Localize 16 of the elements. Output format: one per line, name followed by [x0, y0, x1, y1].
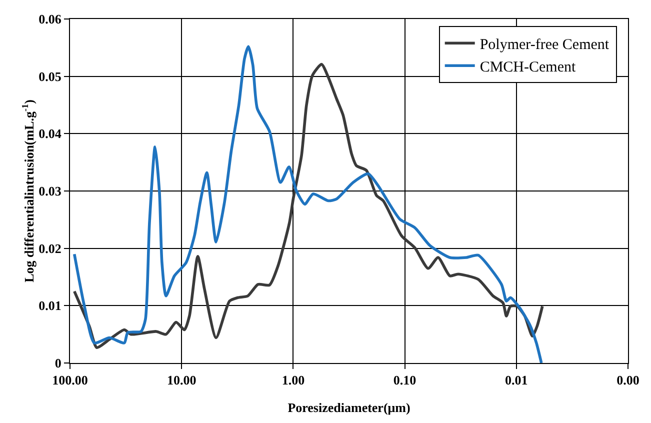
y-tick-label: 0.06 — [38, 12, 62, 27]
legend-label: Polymer-free Cement — [480, 36, 610, 53]
x-tick-label: 100.00 — [52, 372, 88, 388]
y-tick-label: 0.03 — [38, 184, 62, 199]
x-tick-label: 0.00 — [616, 372, 640, 388]
y-tick-label: 0.04 — [38, 126, 62, 142]
y-tick-label: 0.05 — [38, 68, 62, 84]
x-tick-label: 0.01 — [505, 372, 528, 388]
y-tick-label: 0 — [54, 356, 62, 371]
legend-label: CMCH-Cement — [480, 59, 577, 76]
x-tick-label: 0.10 — [393, 372, 416, 388]
x-tick-label: 10.00 — [166, 372, 196, 388]
x-tick-label: 1.00 — [282, 372, 305, 388]
y-tick-label: 0.02 — [38, 240, 62, 256]
x-axis-title: Poresizediameter(μm) — [288, 400, 410, 415]
y-tick-label: 0.01 — [38, 298, 62, 314]
